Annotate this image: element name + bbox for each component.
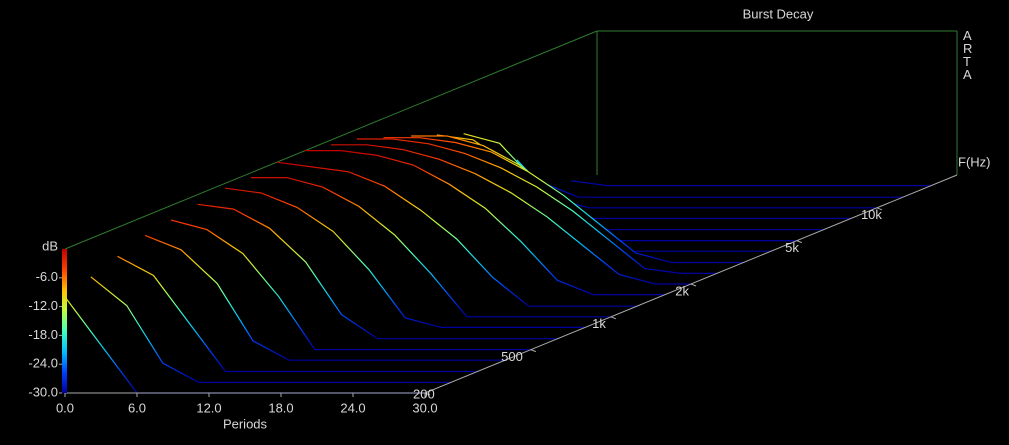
colorbar	[62, 249, 67, 393]
x-tick-label: 12.0	[196, 400, 221, 415]
decay-curve	[117, 255, 478, 373]
y-tick-label: -24.0	[28, 356, 58, 371]
x-tick-label: 0.0	[56, 400, 74, 415]
curve-fill	[145, 235, 506, 362]
z-tick-label: 500	[501, 349, 523, 364]
curve-fill	[90, 276, 451, 384]
decay-curve	[383, 137, 744, 264]
curve-fill	[65, 297, 425, 394]
y-tick-label: -30.0	[28, 384, 58, 399]
curve-fill	[197, 204, 558, 340]
decay-curve	[276, 161, 637, 307]
z-tick-label: 5k	[785, 240, 799, 255]
decay-curve	[250, 177, 611, 318]
decay-curve	[356, 138, 717, 274]
z-tick	[690, 283, 697, 287]
y-tick-label: -18.0	[28, 327, 58, 342]
y-axis-label: dB	[42, 238, 58, 253]
z-tick	[610, 316, 617, 320]
decay-curve	[90, 276, 451, 383]
z-tick	[876, 207, 883, 211]
decay-curve	[542, 182, 903, 198]
decay-curve	[144, 234, 506, 361]
x-tick-label: 24.0	[340, 400, 365, 415]
z-axis-label: F(Hz)	[958, 154, 991, 169]
x-tick-label: 6.0	[128, 400, 146, 415]
z-tick	[530, 349, 537, 353]
decay-curve	[516, 159, 877, 209]
x-tick-label: 18.0	[268, 400, 293, 415]
chart-title: Burst Decay	[743, 6, 814, 21]
x-tick-label: 30.0	[412, 400, 437, 415]
decay-curve	[170, 219, 531, 351]
decay-curve	[197, 203, 558, 340]
y-tick-label: -6.0	[36, 269, 58, 284]
decay-curve	[225, 187, 586, 328]
y-tick-label: -12.0	[28, 298, 58, 313]
z-tick	[796, 240, 803, 244]
curve-fill	[170, 220, 531, 351]
z-tick-label: 200	[413, 386, 435, 401]
decay-curve	[331, 144, 691, 285]
x-axis-label: Periods	[223, 416, 268, 431]
z-tick-label: 2k	[675, 283, 689, 298]
z-tick	[424, 392, 431, 396]
decay-curve	[571, 180, 932, 187]
box-edge	[64, 30, 598, 250]
decay-curve	[305, 150, 666, 296]
z-tick-label: 1k	[592, 316, 606, 331]
z-tick-label: 10k	[861, 207, 882, 222]
